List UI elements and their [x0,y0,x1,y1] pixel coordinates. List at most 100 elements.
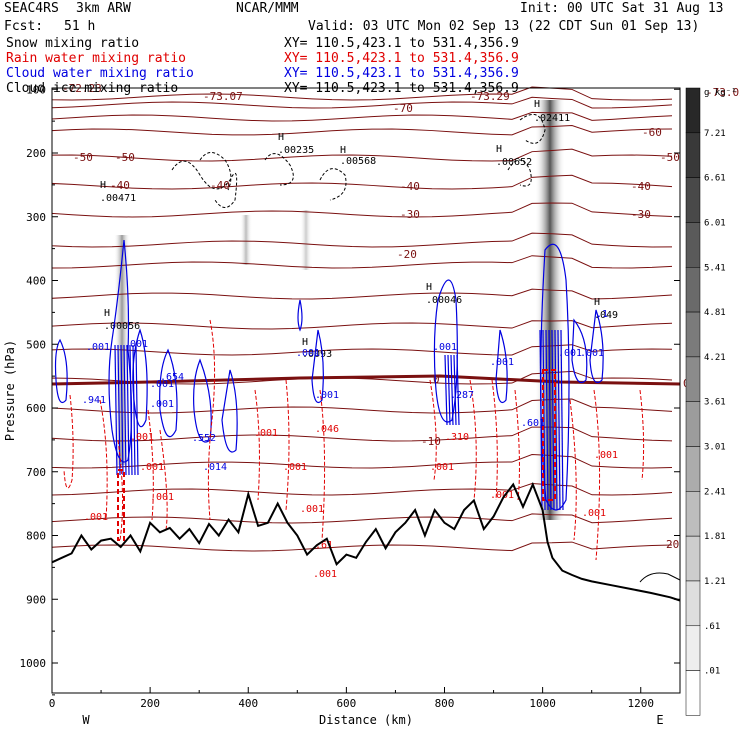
cloud-water-column [539,329,543,511]
rain-core [117,469,125,541]
colorbar-unit: g kg⁻¹ [704,88,737,98]
isotherm-label: -20 [397,248,417,261]
isotherm-line [51,398,673,414]
isotherm-label: -30 [631,208,651,221]
x-tick-label: 1200 [628,697,655,710]
colorbar-level-label: 7.21 [704,129,726,139]
y-tick-label: 400 [26,275,46,288]
colorbar-swatch [685,87,701,134]
cloud-water-column [126,344,130,476]
cloud-water-label: .001 [580,348,604,359]
cloud-water-contour [589,309,604,384]
snow-shading-2 [240,215,252,265]
y-tick-label: 300 [26,211,46,224]
field-rain-label: Rain water mixing ratio [6,51,187,66]
rain-label: .001 [300,504,324,515]
cloud-water-column [456,354,460,426]
rain-label: .001 [594,450,618,461]
rain-contour [63,394,74,489]
rain-label: .001 [582,508,606,519]
colorbar-level-label: 5.41 [704,263,726,273]
cloud-water-contour [571,318,588,384]
cloud-water-label: .001 [86,342,110,353]
maximum-label: H [594,297,600,308]
cloud-water-label: .001 [150,379,174,390]
cloud-water-contour [495,329,508,404]
rain-contour [99,399,108,521]
rain-label: .001 [430,462,454,473]
x-tick-label: 800 [435,697,455,710]
cloud-water-label: .601 [521,418,545,429]
rain-label: .001 [490,490,514,501]
cloud-water-contour [193,358,212,443]
rain-contour [569,399,577,541]
rain-contour [147,409,154,521]
forecast-label: Fcst: [4,19,44,34]
cloud-water-column [444,354,448,426]
rain-contour [491,379,498,501]
maximum-label: .00652 [496,157,532,168]
cloud-water-column [129,344,133,476]
maximum-label: H [340,145,346,156]
rain-label: .001 [150,492,174,503]
cloud-water-label: .001 [150,399,174,410]
maximum-label: H [278,132,284,143]
cloud-water-column [132,344,136,476]
cloud-water-contour [221,369,238,453]
rain-core [542,369,556,501]
rain-label: .001 [254,428,278,439]
rain-contour [469,379,477,501]
isotherm-label: -40 [631,180,651,193]
terrain-line [51,481,681,602]
y-tick-label: 500 [26,338,46,351]
y-tick-label: 200 [26,147,46,160]
y-axis-label: Pressure (hPa) [3,340,17,441]
colorbar-level-label: .01 [704,667,720,677]
project-title: SEAC4RS [4,1,59,16]
rain-label: .310 [445,432,469,443]
isotherm-label: -50 [660,151,680,164]
isotherm-line [51,426,673,442]
cloud-water-label: .552 [192,433,216,444]
y-tick-label: 600 [26,402,46,415]
isotherm-label: -73.29 [470,90,510,103]
maximum-label: .00471 [100,193,136,204]
cloud-water-column [545,329,549,511]
rain-contour [514,389,520,501]
isotherm-label: -50 [115,151,135,164]
colorbar-level-label: 1.21 [704,577,726,587]
isotherm-line [51,232,673,248]
isotherm-line [51,174,673,190]
x-axis-label: Distance (km) [319,713,413,727]
rain-label: .046 [315,424,339,435]
isotherm-line [51,344,673,356]
colorbar-swatch [685,670,701,716]
isotherm-label: -73.02 [706,86,740,99]
rain-contour [207,319,216,521]
colorbar-swatch [685,535,701,582]
rain-label: .001 [84,512,108,523]
colorbar-level-label: 4.81 [704,308,726,318]
maximum-label: .00056 [104,321,140,332]
center-label: NCAR/MMM [236,1,299,16]
cloud-water-column [560,329,564,511]
snow-contour [199,152,232,191]
y-tick-label: 100 [26,83,46,96]
colorbar-swatch [685,267,701,313]
isotherm-line [51,202,673,218]
rain-contour [593,389,601,561]
cloud-water-column [450,354,454,426]
rain-label: .001 [313,569,337,580]
model-title: 3km ARW [76,1,131,16]
cloud-water-contour [311,329,324,404]
rain-contour [429,379,437,481]
xy-rain: XY= 110.5,423.1 to 531.4,356.9 [284,51,519,66]
x-tick-label: 200 [140,697,160,710]
xy-cloud-ice: XY= 110.5,423.1 to 531.4,356.9 [284,81,519,96]
y-tick-label: 800 [26,530,46,543]
colorbar-swatch [685,356,701,402]
colorbar-swatch [685,625,701,671]
isotherm-line [51,125,673,136]
isotherm-label: 20 [666,538,679,551]
